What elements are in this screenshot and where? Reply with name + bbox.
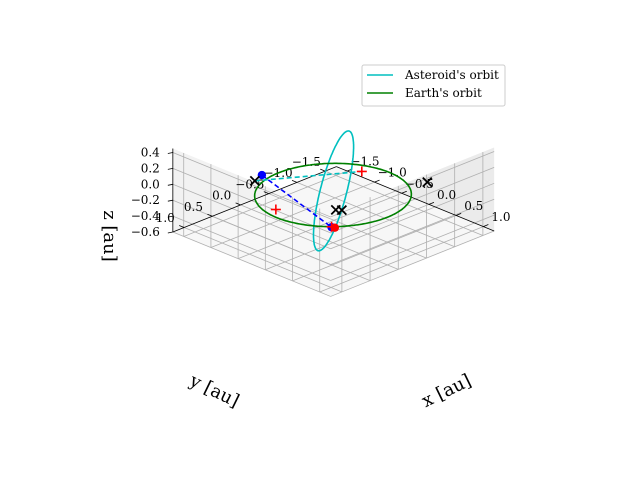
x-tick [428,201,435,205]
x-axis-label: x [au] [419,370,475,412]
legend-box [361,64,506,107]
y-tick [291,179,298,183]
y-tick [263,191,269,195]
z-tick [167,168,173,170]
z-axis-label: z [au] [99,210,120,262]
grid-line [172,199,331,266]
x-tick-label: 1.0 [491,210,510,224]
z-tick [167,215,173,218]
y-tick [235,202,241,206]
z-tick [167,199,173,202]
grid-line [330,230,495,297]
axis-panes [172,147,495,297]
z-tick [167,231,173,234]
plus-marker [356,166,367,177]
legend-asteroid-label: Asteroid's orbit [404,68,499,82]
dashed-segment-line [261,174,333,228]
grid-line [172,183,331,250]
y-tick [320,168,326,172]
x-tick [374,179,380,183]
legend: Asteroid's orbit Earth's orbit [361,64,506,107]
grid-line [240,204,399,270]
earth-orbit-line [253,162,413,228]
x-marker [422,176,433,188]
grid-line [172,231,331,297]
legend-earth-label: Earth's orbit [405,86,482,100]
grid-line [172,215,331,281]
z-tick-label: 0.4 [141,145,160,159]
plus-marker [326,221,337,232]
x-marker-stroke [249,175,260,186]
asteroid-orbit-line [312,130,355,252]
y-tick-label: −1.5 [292,155,321,169]
y-axis-label: y [au] [185,370,242,412]
grid-line [330,214,495,281]
z-tick [167,183,173,186]
tick-marks [167,152,489,234]
x-tick-label: −1.0 [378,166,407,180]
z-tick-label: −0.4 [131,209,161,223]
y-tick [179,225,185,228]
y-tick-label: 0.5 [184,200,203,214]
dashed-projection-line [254,170,362,182]
x-tick-label: 0.5 [464,199,483,213]
x-marker [336,204,348,216]
x-tick [401,190,407,194]
z-tick [167,152,173,154]
x-tick-label: 0.0 [437,188,456,202]
x-marker-stroke [422,176,433,188]
y-tick [207,213,213,217]
x-axis-line [336,166,495,232]
y-tick-label: 1.0 [156,211,175,225]
grid-line [183,227,343,293]
y-tick-label: 0.0 [212,189,231,203]
grid-line [330,167,495,234]
plot-area [249,130,433,252]
grid-line [330,182,495,250]
x-marker [249,175,260,186]
x-marker-stroke [336,204,348,216]
z-tick-label: 0.0 [141,177,160,191]
dot-marker [330,223,340,232]
z-tick-label: −0.2 [131,193,160,207]
grid-line [330,198,495,266]
x-tick [483,224,489,227]
z-tick-label: −0.6 [131,225,160,239]
z-tick-label: 0.2 [141,161,160,175]
x-tick [455,213,462,216]
plus-marker [270,204,281,215]
grid-line [319,226,484,293]
grid-line [330,151,495,218]
